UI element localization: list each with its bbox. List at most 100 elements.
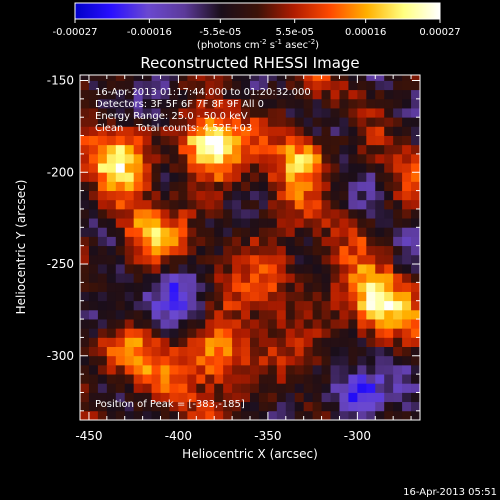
heatmap-cell <box>366 208 376 219</box>
heatmap-cell <box>232 337 242 347</box>
heatmap-cell <box>196 117 206 127</box>
heatmap-cell <box>151 236 161 247</box>
heatmap-cell <box>205 309 215 320</box>
heatmap-cell <box>133 401 144 412</box>
heatmap-cell <box>276 273 287 283</box>
heatmap-cell <box>276 374 287 384</box>
heatmap-cell <box>276 208 287 219</box>
heatmap-cell <box>276 163 287 173</box>
heatmap-cell <box>312 117 322 127</box>
heatmap-cell <box>402 108 412 118</box>
heatmap-cell <box>366 153 376 164</box>
heatmap-cell <box>312 190 322 201</box>
heatmap-cell <box>348 80 358 91</box>
heatmap-cell <box>285 291 296 302</box>
heatmap-cell <box>160 153 170 164</box>
heatmap-cell <box>232 98 242 109</box>
heatmap-cell <box>106 291 117 302</box>
heatmap-cell <box>384 80 394 91</box>
heatmap-cell <box>196 208 206 219</box>
heatmap-cell <box>196 163 206 173</box>
heatmap-cell <box>402 208 412 219</box>
heatmap-cell <box>267 337 278 347</box>
heatmap-cell <box>169 245 179 256</box>
heatmap-cell <box>330 108 340 118</box>
heatmap-cell <box>357 190 367 201</box>
heatmap-cell <box>124 227 135 237</box>
heatmap-cell <box>160 98 170 109</box>
heatmap-cell <box>124 135 135 146</box>
heatmap-cell <box>205 98 215 109</box>
heatmap-cell <box>321 199 331 210</box>
heatmap-cell <box>124 199 135 210</box>
heatmap-cell <box>80 208 90 219</box>
heatmap-cell <box>321 328 331 338</box>
heatmap-cell <box>142 309 152 320</box>
heatmap-cell <box>80 236 90 247</box>
heatmap-cell <box>339 364 349 375</box>
heatmap-cell <box>133 300 144 311</box>
heatmap-cell <box>294 172 305 182</box>
heatmap-cell <box>366 319 376 329</box>
heatmap-cell <box>115 236 126 247</box>
heatmap-cell <box>366 144 376 155</box>
heatmap-cell <box>169 355 179 366</box>
heatmap-cell <box>133 282 144 292</box>
heatmap-cell <box>223 383 233 393</box>
heatmap-cell <box>169 401 179 412</box>
heatmap-cell <box>321 364 331 375</box>
heatmap-cell <box>250 291 260 302</box>
heatmap-cell <box>294 117 305 127</box>
heatmap-cell <box>115 163 126 173</box>
heatmap-cell <box>285 319 296 329</box>
heatmap-cell <box>312 337 322 347</box>
heatmap-cell <box>375 117 385 127</box>
heatmap-cell <box>357 328 367 338</box>
heatmap-cell <box>115 108 126 118</box>
heatmap-cell <box>97 319 108 329</box>
heatmap-cell <box>80 218 90 228</box>
heatmap-cell <box>205 300 215 311</box>
heatmap-cell <box>124 89 135 100</box>
chart-title: Reconstructed RHESSI Image <box>140 54 359 72</box>
heatmap-cell <box>241 236 251 247</box>
heatmap-cell <box>80 89 90 100</box>
heatmap-cell <box>285 245 296 256</box>
heatmap-cell <box>106 300 117 311</box>
y-tick-label: -150 <box>47 74 74 88</box>
heatmap-cell <box>133 218 144 228</box>
heatmap-cell <box>241 319 251 329</box>
heatmap-cell <box>411 401 420 412</box>
heatmap-cell <box>250 319 260 329</box>
heatmap-cell <box>402 75 412 81</box>
heatmap-cell <box>196 89 206 100</box>
heatmap-cell <box>357 300 367 311</box>
heatmap-cell <box>267 126 278 136</box>
heatmap-cell <box>151 392 161 403</box>
heatmap-cell <box>267 291 278 302</box>
heatmap-cell <box>232 410 242 420</box>
heatmap-cell <box>393 126 403 136</box>
heatmap-cell <box>285 144 296 155</box>
heatmap-cell <box>178 89 188 100</box>
heatmap-cell <box>330 383 340 393</box>
heatmap-cell <box>205 126 215 136</box>
heatmap-cell <box>321 355 331 366</box>
heatmap-cell <box>151 328 161 338</box>
heatmap-cell <box>321 264 331 274</box>
heatmap-cell <box>357 218 367 228</box>
heatmap-cell <box>321 181 331 192</box>
heatmap-cell <box>402 337 412 347</box>
heatmap-cell <box>232 364 242 375</box>
heatmap-cell <box>250 282 260 292</box>
heatmap-cell <box>294 364 305 375</box>
heatmap-cell <box>384 172 394 182</box>
heatmap-cell <box>276 401 287 412</box>
heatmap-cell <box>241 346 251 357</box>
heatmap-cell <box>169 218 179 228</box>
heatmap-cell <box>250 364 260 375</box>
heatmap-cell <box>232 144 242 155</box>
heatmap-cell <box>160 410 170 420</box>
heatmap-cell <box>115 319 126 329</box>
heatmap-cell <box>214 410 224 420</box>
